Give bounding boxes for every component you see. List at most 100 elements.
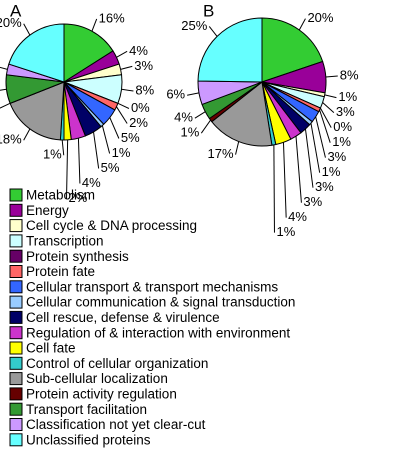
legend-swatch [9, 188, 23, 202]
value-label: 8% [340, 67, 359, 82]
chart-title: B [203, 1, 214, 20]
leader-line [23, 23, 31, 36]
value-label: 3% [134, 58, 153, 73]
legend-swatch [9, 433, 23, 447]
leader-line [0, 102, 11, 109]
legend-swatch [9, 326, 23, 340]
legend-label: Protein synthesis [26, 249, 129, 264]
value-label: 3% [336, 104, 355, 119]
leader-line [23, 128, 31, 141]
value-label: 1% [181, 125, 200, 140]
leader-line [93, 131, 100, 169]
legend-label: Protein fate [26, 264, 95, 279]
legend-label: Control of cellular organization [26, 356, 208, 371]
leader-line [117, 102, 130, 109]
legend-swatch [9, 234, 23, 248]
leader-line [235, 141, 240, 155]
leader-line [295, 136, 302, 203]
leader-line [208, 26, 218, 37]
pie-slice [197, 17, 263, 83]
leader-line [61, 139, 65, 156]
legend-swatch [9, 372, 23, 386]
value-label: 20% [307, 10, 333, 25]
value-label: 5% [121, 130, 140, 145]
chart-title: A [10, 1, 22, 20]
leader-line [194, 111, 206, 119]
leader-line [325, 75, 338, 78]
leader-line [273, 144, 275, 233]
legend-label: Cell fate [26, 341, 76, 356]
leader-line [116, 106, 128, 124]
value-label: 20% [0, 15, 22, 30]
value-label: 3% [315, 179, 334, 194]
value-label: 4% [174, 110, 193, 125]
legend-swatch [9, 418, 23, 431]
legend-label: Unclassified proteins [26, 432, 151, 447]
legend-swatch [9, 310, 23, 324]
value-label: 2% [129, 115, 148, 130]
value-label: 16% [99, 10, 125, 25]
leader-line [320, 107, 332, 128]
leader-line [109, 117, 120, 139]
leader-line [91, 18, 98, 32]
leader-line [324, 94, 337, 99]
legend-swatch [9, 280, 23, 294]
value-label: 1% [322, 164, 341, 179]
leader-line [319, 109, 331, 143]
leader-line [187, 92, 200, 96]
legend-label: Cellular communication & signal transduc… [26, 295, 295, 310]
leader-line [0, 88, 7, 91]
leader-line [310, 123, 321, 173]
legend-swatch [9, 265, 23, 278]
value-label: 0% [131, 100, 150, 115]
leader-line [200, 119, 211, 134]
leader-line [298, 18, 306, 31]
leader-line [121, 88, 134, 92]
value-label: 3% [327, 149, 346, 164]
leader-line [101, 125, 111, 154]
legend-swatch [9, 219, 23, 233]
value-label: 5% [101, 160, 120, 175]
value-label: 1% [112, 145, 131, 160]
value-label: 4% [129, 43, 148, 58]
leader-line [66, 139, 69, 199]
legend-swatch [9, 341, 23, 355]
value-label: 1% [338, 89, 357, 104]
value-label: 1% [332, 134, 351, 149]
legend-label: Metabolism [26, 188, 95, 203]
legend-label: Cellular transport & transport mechanism… [26, 279, 278, 294]
legend-label: Regulation of & interaction with environ… [26, 325, 290, 340]
value-label: 4% [288, 209, 307, 224]
value-label: 17% [208, 146, 234, 161]
value-label: 6% [166, 87, 185, 102]
legend-swatch [9, 356, 23, 370]
legend-label: Sub-cellular localization [26, 371, 168, 386]
legend-label: Classification not yet clear-cut [26, 417, 206, 432]
leader-line [315, 116, 326, 158]
legend-label: Cell rescue, defense & virulence [26, 310, 220, 325]
legend-label: Cell cycle & DNA processing [26, 218, 197, 233]
legend-swatch [9, 295, 23, 309]
leader-line [304, 128, 314, 188]
value-label: 3% [303, 194, 322, 209]
leader-line [0, 66, 8, 70]
value-label: 1% [276, 224, 295, 239]
pie-slice [9, 81, 65, 141]
legend-label: Transport facilitation [26, 402, 147, 417]
legend-label: Transcription [26, 233, 104, 248]
legend-label: Energy [26, 203, 69, 218]
value-label: 25% [181, 18, 207, 33]
leader-line [77, 138, 81, 184]
leader-line [282, 142, 287, 218]
value-label: 2% [69, 190, 88, 205]
legend-label: Protein activity regulation [26, 386, 177, 401]
leader-line [322, 102, 335, 114]
value-label: 8% [135, 82, 154, 97]
leader-line [120, 65, 133, 70]
value-label: 1% [43, 147, 62, 162]
leader-line [116, 50, 128, 58]
value-label: 18% [0, 132, 22, 147]
value-label: 4% [82, 175, 101, 190]
